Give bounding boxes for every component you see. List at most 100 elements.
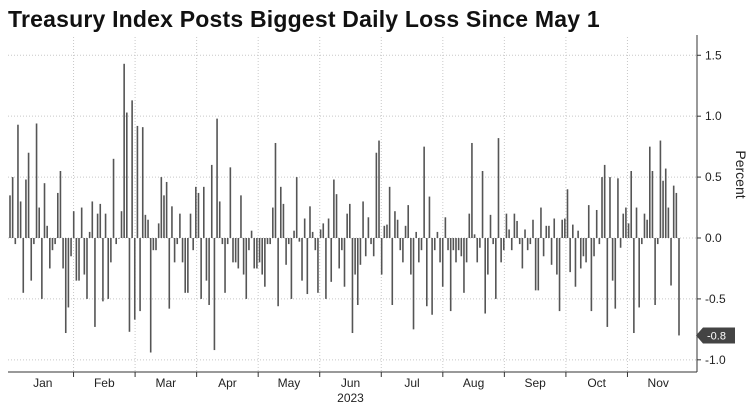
bar — [497, 138, 500, 238]
bar — [386, 224, 388, 238]
x-tick-label: May — [278, 376, 301, 390]
bar — [558, 238, 561, 312]
bar — [338, 238, 340, 269]
bar — [11, 177, 14, 238]
bar — [19, 201, 22, 238]
bar — [354, 238, 356, 275]
bar — [335, 194, 338, 238]
x-tick-label: Jan — [33, 376, 52, 390]
bar — [22, 238, 25, 293]
bar — [232, 238, 234, 263]
bar — [290, 238, 293, 299]
bar — [569, 238, 571, 273]
bar — [593, 238, 595, 257]
bar — [78, 238, 80, 281]
bar — [274, 142, 277, 238]
bar — [9, 195, 11, 238]
bar — [595, 209, 598, 238]
bar — [667, 207, 670, 238]
bar — [577, 230, 579, 238]
bar — [627, 223, 630, 238]
bar — [139, 238, 141, 312]
bar — [418, 238, 420, 263]
bar — [582, 238, 585, 257]
bar — [457, 238, 460, 251]
y-tick-label: 1.5 — [705, 48, 722, 62]
bar — [675, 192, 678, 238]
bar — [62, 238, 64, 269]
bar — [210, 164, 213, 238]
bar — [447, 238, 449, 251]
bar — [380, 238, 383, 275]
bar — [179, 213, 181, 238]
bar — [333, 179, 335, 238]
bar — [500, 238, 502, 263]
bar — [404, 225, 407, 238]
bar — [388, 186, 391, 238]
bar — [460, 238, 463, 257]
bar — [394, 211, 396, 238]
bar — [548, 225, 550, 238]
bar — [495, 238, 497, 299]
bar — [367, 217, 370, 238]
bar — [168, 238, 171, 309]
bar — [391, 238, 394, 305]
bar — [449, 238, 452, 312]
bar — [635, 207, 638, 238]
bar — [155, 238, 157, 251]
bar — [540, 207, 542, 238]
bar — [529, 238, 532, 245]
bar — [508, 229, 510, 238]
bar — [433, 238, 436, 251]
bar — [173, 238, 176, 263]
bar — [524, 229, 526, 238]
bar — [43, 183, 46, 238]
bar — [144, 214, 147, 238]
bar — [664, 168, 667, 238]
bar — [309, 206, 311, 238]
x-tick-label: Nov — [648, 376, 669, 390]
chart-title: Treasury Index Posts Biggest Daily Loss … — [8, 6, 600, 32]
bar — [253, 238, 256, 269]
bar — [51, 238, 54, 251]
bar — [407, 205, 410, 238]
bar — [678, 238, 680, 336]
bar — [147, 219, 149, 238]
bar — [256, 238, 258, 269]
y-axis-title: Percent — [733, 150, 749, 198]
bar — [359, 238, 362, 265]
bar — [325, 238, 327, 299]
bar — [107, 238, 110, 299]
y-tick-label: -1.0 — [705, 353, 726, 367]
bar — [317, 238, 319, 293]
bar — [362, 201, 364, 238]
bar — [226, 238, 229, 245]
axis-layer: 1.5 1.0 0.5 0.0 -0.5 -1.0 Jan Feb Mar Apr May Jun Ju… — [8, 35, 749, 405]
bar — [88, 231, 91, 238]
bar — [455, 238, 457, 263]
bar — [120, 211, 123, 238]
bar — [564, 218, 566, 238]
bar — [248, 238, 250, 251]
bar — [545, 225, 548, 238]
bar — [662, 180, 664, 238]
bar — [574, 238, 577, 287]
bar — [213, 238, 216, 351]
bar — [603, 164, 606, 238]
x-tick-label: Sep — [524, 376, 546, 390]
bar — [200, 238, 202, 299]
bar — [306, 238, 309, 295]
y-tick-label: -0.5 — [705, 292, 726, 306]
bar — [378, 140, 380, 238]
bar — [54, 238, 56, 245]
bar — [327, 218, 330, 238]
bar — [38, 207, 40, 238]
bar — [656, 238, 659, 245]
y-tick-label: 0.0 — [705, 231, 722, 245]
bar — [439, 238, 441, 263]
bar — [423, 146, 425, 238]
bar — [654, 238, 656, 305]
bar — [203, 186, 205, 238]
bar — [152, 238, 155, 251]
bar — [123, 63, 125, 238]
